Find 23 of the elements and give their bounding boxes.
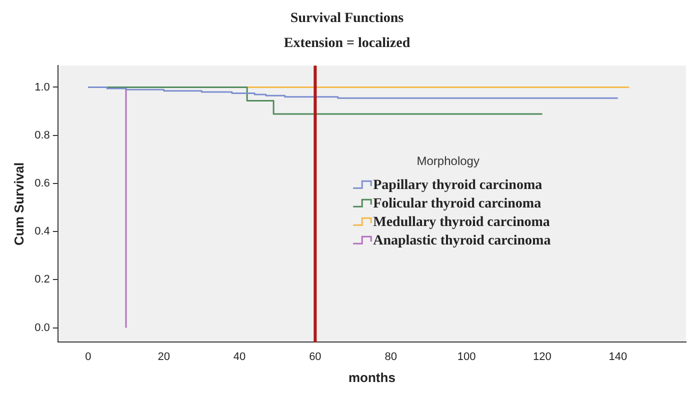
y-tick-label: 0.2 <box>34 274 50 286</box>
y-tick-label: 0.4 <box>34 226 50 238</box>
chart-subtitle: Extension = localized <box>284 36 410 51</box>
x-axis-title: months <box>348 370 396 385</box>
legend-label: Papillary thyroid carcinoma <box>373 178 542 193</box>
x-tick-label: 140 <box>608 350 628 363</box>
x-tick-label: 40 <box>233 350 246 363</box>
y-tick-label: 1.0 <box>34 81 50 94</box>
x-tick-label: 80 <box>384 350 397 363</box>
chart-title: Survival Functions <box>290 11 404 26</box>
x-tick-label: 0 <box>85 350 92 363</box>
x-tick-label: 20 <box>158 350 170 363</box>
x-tick-label: 120 <box>533 350 552 363</box>
legend-label: Medullary thyroid carcinoma <box>373 214 550 230</box>
x-tick-label: 100 <box>457 350 476 363</box>
legend-title: Morphology <box>416 154 480 168</box>
x-tick-label: 60 <box>309 350 322 363</box>
legend-label: Anaplastic thyroid carcinoma <box>373 233 551 248</box>
y-tick-label: 0.8 <box>34 129 50 142</box>
y-tick-label: 0.0 <box>34 322 50 334</box>
y-axis-title: Cum Survival <box>11 162 26 246</box>
y-tick-label: 0.6 <box>34 177 50 190</box>
legend-label: Folicular thyroid carcinoma <box>373 196 542 212</box>
